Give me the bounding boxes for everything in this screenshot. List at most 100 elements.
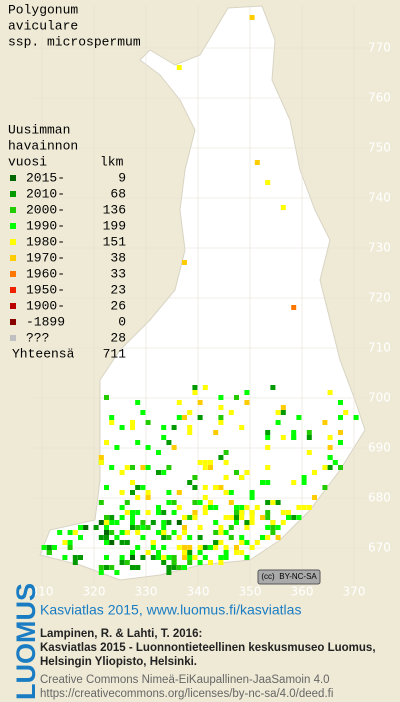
grid-square <box>135 400 141 405</box>
grid-square <box>187 550 193 555</box>
grid-square <box>239 505 245 510</box>
grid-square <box>202 385 208 390</box>
north-label: 760 <box>368 91 391 105</box>
grid-square <box>176 565 182 570</box>
grid-square <box>202 505 208 510</box>
grid-square <box>213 520 219 525</box>
legend-total-label: Yhteensä <box>12 346 75 361</box>
grid-square <box>182 530 187 535</box>
grid-square <box>166 535 172 540</box>
grid-square <box>176 415 182 420</box>
legend-count: 26 <box>110 298 126 313</box>
grid-square <box>119 470 125 475</box>
grid-square <box>57 530 63 535</box>
legend-label: 1980- <box>26 234 65 249</box>
grid-square <box>197 415 203 420</box>
grid-square <box>176 520 182 525</box>
grid-square <box>135 530 141 535</box>
grid-square <box>104 440 109 445</box>
grid-square <box>140 525 146 530</box>
grid-square <box>192 390 198 395</box>
grid-square <box>62 540 68 545</box>
north-label: 740 <box>368 191 391 205</box>
grid-square <box>130 420 135 425</box>
grid-square <box>140 465 146 470</box>
grid-square <box>208 460 213 465</box>
grid-square <box>176 505 182 510</box>
cc-badge: (cc) BY-NC-SA <box>257 569 321 585</box>
grid-square <box>306 450 312 455</box>
citation-line: Helsingin Yliopisto, Helsinki. <box>40 656 197 668</box>
grid-square <box>182 260 187 265</box>
grid-square <box>280 410 286 415</box>
grid-square <box>197 525 203 530</box>
grid-square <box>104 565 109 570</box>
grid-square <box>301 475 307 480</box>
grid-square <box>161 510 167 515</box>
grid-square <box>327 445 333 450</box>
grid-square <box>234 505 239 510</box>
grid-square <box>67 540 73 545</box>
grid-square <box>218 525 224 530</box>
grid-square <box>202 460 208 465</box>
grid-square <box>161 545 167 550</box>
grid-square <box>260 535 265 540</box>
grid-square <box>218 485 224 490</box>
grid-square <box>41 545 47 550</box>
grid-square <box>150 520 156 525</box>
grid-square <box>254 505 260 510</box>
east-label: 330 <box>135 585 158 599</box>
grid-square <box>166 490 172 495</box>
grid-square <box>124 465 130 470</box>
grid-square <box>187 560 193 565</box>
grid-square <box>202 545 208 550</box>
grid-square <box>327 465 333 470</box>
grid-square <box>218 405 224 410</box>
grid-square <box>114 445 120 450</box>
grid-square <box>187 410 193 415</box>
grid-square <box>265 510 271 515</box>
grid-square <box>239 425 245 430</box>
grid-square <box>145 525 151 530</box>
grid-square <box>98 460 104 465</box>
grid-square <box>228 500 234 505</box>
grid-square <box>223 490 229 495</box>
grid-square <box>98 565 104 570</box>
grid-square <box>208 560 213 565</box>
grid-square <box>306 430 312 435</box>
grid-square <box>223 450 229 455</box>
grid-square <box>182 555 187 560</box>
grid-square <box>161 435 167 440</box>
labels: Polygonum aviculare ssp. microspermum Uu… <box>8 2 391 598</box>
observation-squares <box>41 15 359 575</box>
east-label: 310 <box>31 585 54 599</box>
grid-square <box>104 520 109 525</box>
grid-square <box>239 535 245 540</box>
grid-square <box>275 410 281 415</box>
grid-square <box>109 515 115 520</box>
grid-square <box>124 540 130 545</box>
legend-label: 2000- <box>26 202 65 217</box>
grid-square <box>130 565 135 570</box>
grid-square <box>239 515 245 520</box>
grid-square <box>218 420 224 425</box>
grid-square <box>239 550 245 555</box>
grid-square <box>223 555 229 560</box>
legend-label: 1950- <box>26 282 65 297</box>
grid-square <box>187 515 193 520</box>
grid-square <box>98 570 104 575</box>
grid-square <box>218 455 224 460</box>
badge-cc: (cc) <box>261 572 275 581</box>
grid-square <box>192 475 198 480</box>
grid-square <box>265 515 271 520</box>
grid-square <box>213 540 219 545</box>
grid-square <box>140 535 146 540</box>
grid-square <box>104 555 109 560</box>
grid-square <box>156 470 161 475</box>
grid-square <box>270 520 276 525</box>
grid-square <box>270 525 276 530</box>
legend-swatch <box>10 271 16 277</box>
grid-square <box>192 515 198 520</box>
grid-square <box>150 555 156 560</box>
license-line: https://creativecommons.org/licenses/by-… <box>40 688 333 700</box>
